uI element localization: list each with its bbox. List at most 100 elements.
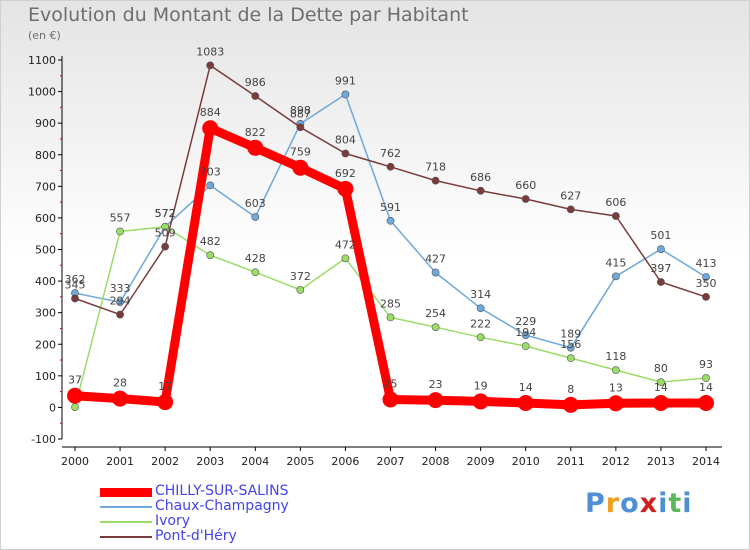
data-label: 14 xyxy=(654,381,668,394)
data-label: 189 xyxy=(560,328,581,341)
data-point xyxy=(657,245,665,254)
data-label: 606 xyxy=(605,196,626,209)
data-point xyxy=(296,286,305,294)
data-label: 572 xyxy=(155,207,176,220)
data-label: 898 xyxy=(290,104,311,117)
data-point xyxy=(341,149,350,158)
data-point xyxy=(206,181,215,190)
data-point xyxy=(698,394,714,411)
data-point xyxy=(386,216,395,225)
x-tick-label: 2013 xyxy=(647,455,675,468)
legend-swatch xyxy=(100,521,152,523)
data-label: 93 xyxy=(699,358,713,371)
x-tick-label: 2009 xyxy=(467,455,495,468)
data-point xyxy=(611,272,620,281)
data-label: 17 xyxy=(158,380,172,393)
logo-letter: i xyxy=(682,488,693,519)
data-label: 350 xyxy=(696,277,717,290)
data-label: 692 xyxy=(335,167,356,180)
data-point xyxy=(566,205,575,214)
legend-swatch xyxy=(100,488,152,497)
data-label: 194 xyxy=(515,326,536,339)
legend-label: Pont-d'Héry xyxy=(155,528,237,544)
data-label: 427 xyxy=(425,253,446,266)
data-point xyxy=(251,213,260,221)
x-tick-label: 2012 xyxy=(602,455,630,468)
y-tick-label: 1100 xyxy=(28,54,56,67)
x-tick-label: 2004 xyxy=(241,455,269,468)
legend-label: Chaux-Champagny xyxy=(155,498,289,514)
data-point xyxy=(71,294,79,303)
data-point xyxy=(472,393,489,410)
logo-letter: P xyxy=(585,488,606,519)
chart-title: Evolution du Montant de la Dette par Hab… xyxy=(28,4,469,26)
data-label: 413 xyxy=(696,257,717,270)
data-point xyxy=(566,354,575,363)
data-point xyxy=(247,139,264,156)
axes: -100 0 100 200 300 400 500 600 700 800 900 1000 1100… xyxy=(28,54,722,468)
data-label: 822 xyxy=(245,126,266,139)
data-point xyxy=(206,251,215,260)
data-point xyxy=(431,268,440,277)
data-label: 362 xyxy=(65,273,86,286)
y-tick-label: 600 xyxy=(35,212,56,225)
data-point xyxy=(292,159,309,176)
data-label: 572 xyxy=(155,207,176,220)
y-tick-label: 0 xyxy=(49,401,56,414)
x-tick-label: 2007 xyxy=(377,455,405,468)
data-label: 314 xyxy=(470,288,491,301)
data-point xyxy=(702,292,710,301)
y-tick-label: 900 xyxy=(35,117,56,130)
data-point xyxy=(657,278,665,286)
data-label: 118 xyxy=(605,350,626,363)
data-point xyxy=(657,378,665,387)
legend-swatch xyxy=(100,536,152,538)
data-point xyxy=(296,123,305,132)
data-labels: 362 333 572 703 603 898 991 591 427 314 229 189 415 5… xyxy=(65,45,717,396)
x-tick-label: 2001 xyxy=(106,455,134,468)
data-label: 37 xyxy=(68,374,82,387)
chart-subtitle: (en €) xyxy=(28,29,61,42)
data-point xyxy=(431,323,440,332)
data-label: 887 xyxy=(290,107,311,120)
data-label: 762 xyxy=(380,147,401,160)
data-label: 23 xyxy=(429,378,443,391)
data-label: 294 xyxy=(110,295,131,308)
data-label: 603 xyxy=(245,197,266,210)
logo-letter: r xyxy=(605,488,621,519)
data-label: 25 xyxy=(384,378,398,391)
data-label: 627 xyxy=(560,189,581,202)
data-label: 703 xyxy=(200,165,221,178)
data-point xyxy=(206,61,215,70)
data-label: 229 xyxy=(515,315,536,328)
data-label: 254 xyxy=(425,307,446,320)
data-point xyxy=(161,242,170,251)
logo-letter: x xyxy=(639,488,659,519)
x-tick-label: 2011 xyxy=(557,455,585,468)
data-point xyxy=(562,396,579,413)
data-label: 686 xyxy=(470,171,491,184)
data-point xyxy=(341,254,350,263)
data-point xyxy=(337,180,354,197)
data-point xyxy=(161,222,170,231)
data-label: 509 xyxy=(155,227,176,240)
data-point xyxy=(517,394,534,411)
data-label: 372 xyxy=(290,270,311,283)
data-label: 482 xyxy=(200,235,221,248)
x-tick-label: 2000 xyxy=(61,455,89,468)
data-label: 991 xyxy=(335,74,356,87)
data-label: 222 xyxy=(470,317,491,330)
data-point xyxy=(116,298,124,307)
data-point xyxy=(521,195,530,203)
data-point xyxy=(476,186,485,195)
x-tick-label: 2010 xyxy=(512,455,540,468)
data-label: 986 xyxy=(245,76,266,89)
x-tick-label: 2002 xyxy=(151,455,179,468)
y-tick-label: 300 xyxy=(35,307,56,320)
data-point xyxy=(251,268,260,277)
data-point xyxy=(116,310,124,319)
legend-label: Ivory xyxy=(155,513,191,529)
data-label: 472 xyxy=(335,238,356,251)
data-point xyxy=(202,120,219,137)
y-tick-label: 200 xyxy=(35,338,56,351)
